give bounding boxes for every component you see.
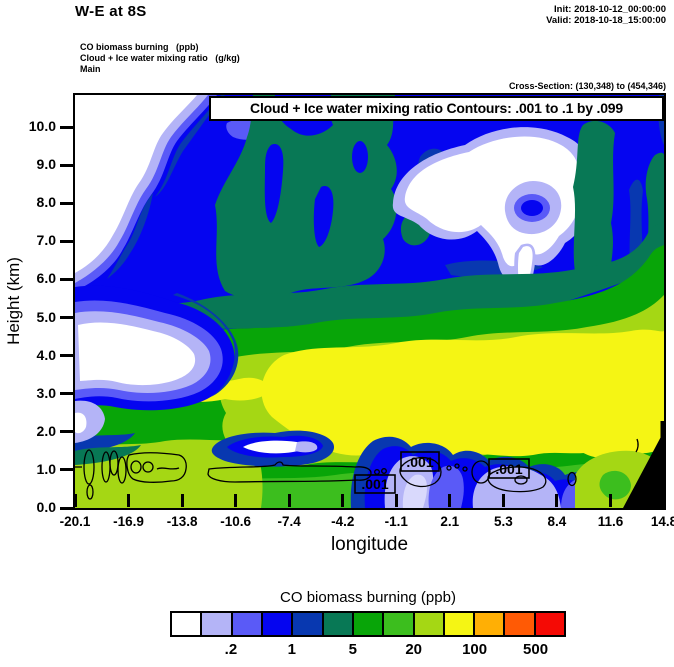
colorbar-tick-label: 500 [523,641,549,658]
colorbar-cell [202,613,231,635]
x-tick-label: -13.8 [166,514,198,529]
y-tick-label: 10.0 [28,118,56,134]
y-tick-mark [60,239,73,243]
x-tick-mark [341,494,345,507]
colorbar-cell [414,613,443,635]
colorbar-cell [172,613,201,635]
colorbar-cell [262,613,292,635]
colorbar-cell [384,613,413,635]
colorbar-cell [293,613,322,635]
field-label-fill: CO biomass burning (ppb) [80,42,199,52]
y-tick-mark [60,392,73,396]
y-tick-label: 0.0 [36,499,56,515]
colorbar-cell [505,613,534,635]
x-tick-mark [501,494,505,507]
x-tick-mark [73,494,77,507]
contour-info-banner: Cloud + Ice water mixing ratio Contours:… [209,96,664,121]
x-tick-label: 2.1 [440,514,460,529]
y-tick-mark [60,201,73,205]
colorbar-tick-label: 1 [287,641,297,658]
x-tick-mark [394,494,398,507]
y-tick-mark [60,354,73,358]
colorbar-cell [232,613,261,635]
y-tick-label: 1.0 [36,460,56,477]
contour-label: .001 [406,454,433,470]
cross-section-label: Cross-Section: (130,348) to (454,346) [508,81,666,91]
y-tick-label: 3.0 [36,384,56,401]
y-tick-label: 9.0 [36,156,56,173]
y-tick-mark [60,316,73,319]
y-tick-label: 6.0 [36,270,56,287]
x-tick-label: 5.3 [493,514,513,529]
x-tick-mark [448,494,452,507]
x-tick-label: -4.2 [331,514,355,529]
x-axis-label: longitude [330,534,409,555]
y-tick-mark [60,163,73,167]
colorbar-cell [353,613,383,635]
colorbar-tick-label: 5 [348,641,357,658]
valid-time-label: Valid: 2018-10-18_15:00:00 [546,15,666,26]
page-title: W-E at 8S [75,3,147,20]
y-tick-mark [60,506,73,510]
colorbar-tick-label: .2 [224,641,238,658]
x-tick-mark [555,494,559,507]
y-tick-mark [60,430,73,434]
colorbar-tick-label: 100 [462,641,488,658]
x-tick-mark [287,494,291,507]
x-tick-mark [127,494,131,507]
x-tick-label: -20.1 [59,514,91,529]
colorbar [170,611,566,637]
contour-label: .001 [361,476,388,492]
x-tick-mark [180,494,184,507]
x-tick-label: -10.6 [220,514,252,529]
contour-field: .001 .001 .001 [75,95,664,508]
x-tick-label: -7.4 [277,514,301,529]
contour-label: .001 [495,461,522,477]
colorbar-cell [444,613,474,635]
y-tick-mark [60,468,73,472]
y-tick-label: 7.0 [36,232,56,249]
y-tick-label: 2.0 [36,422,56,439]
x-tick-label: 11.6 [597,514,624,529]
contour-labels: .001 .001 .001 [354,451,530,494]
x-tick-mark [234,494,238,507]
x-tick-label: 8.4 [547,514,567,529]
colorbar-title: CO biomass burning (ppb) [280,589,456,606]
y-tick-label: 8.0 [36,194,56,211]
colorbar-cell [475,613,504,635]
x-tick-label: 14.8 [650,514,674,529]
x-tick-label: -1.1 [384,514,408,529]
x-tick-label: -16.9 [113,514,144,529]
y-tick-label: 4.0 [36,346,56,363]
field-label-domain: Main [80,64,101,74]
field-label-contour: Cloud + Ice water mixing ratio (g/kg) [80,53,240,63]
init-time-label: Init: 2018-10-12_00:00:00 [554,4,666,15]
colorbar-tick-label: 20 [405,641,423,658]
x-tick-mark [662,494,666,507]
x-tick-mark [608,494,612,507]
colorbar-cell [535,613,565,635]
y-tick-mark [60,125,73,129]
y-tick-label: 5.0 [36,308,56,325]
cloud-contour-lines [75,438,639,500]
colorbar-cell [323,613,352,635]
y-tick-mark [60,277,73,281]
cross-section-plot: .001 .001 .001 [75,95,664,508]
